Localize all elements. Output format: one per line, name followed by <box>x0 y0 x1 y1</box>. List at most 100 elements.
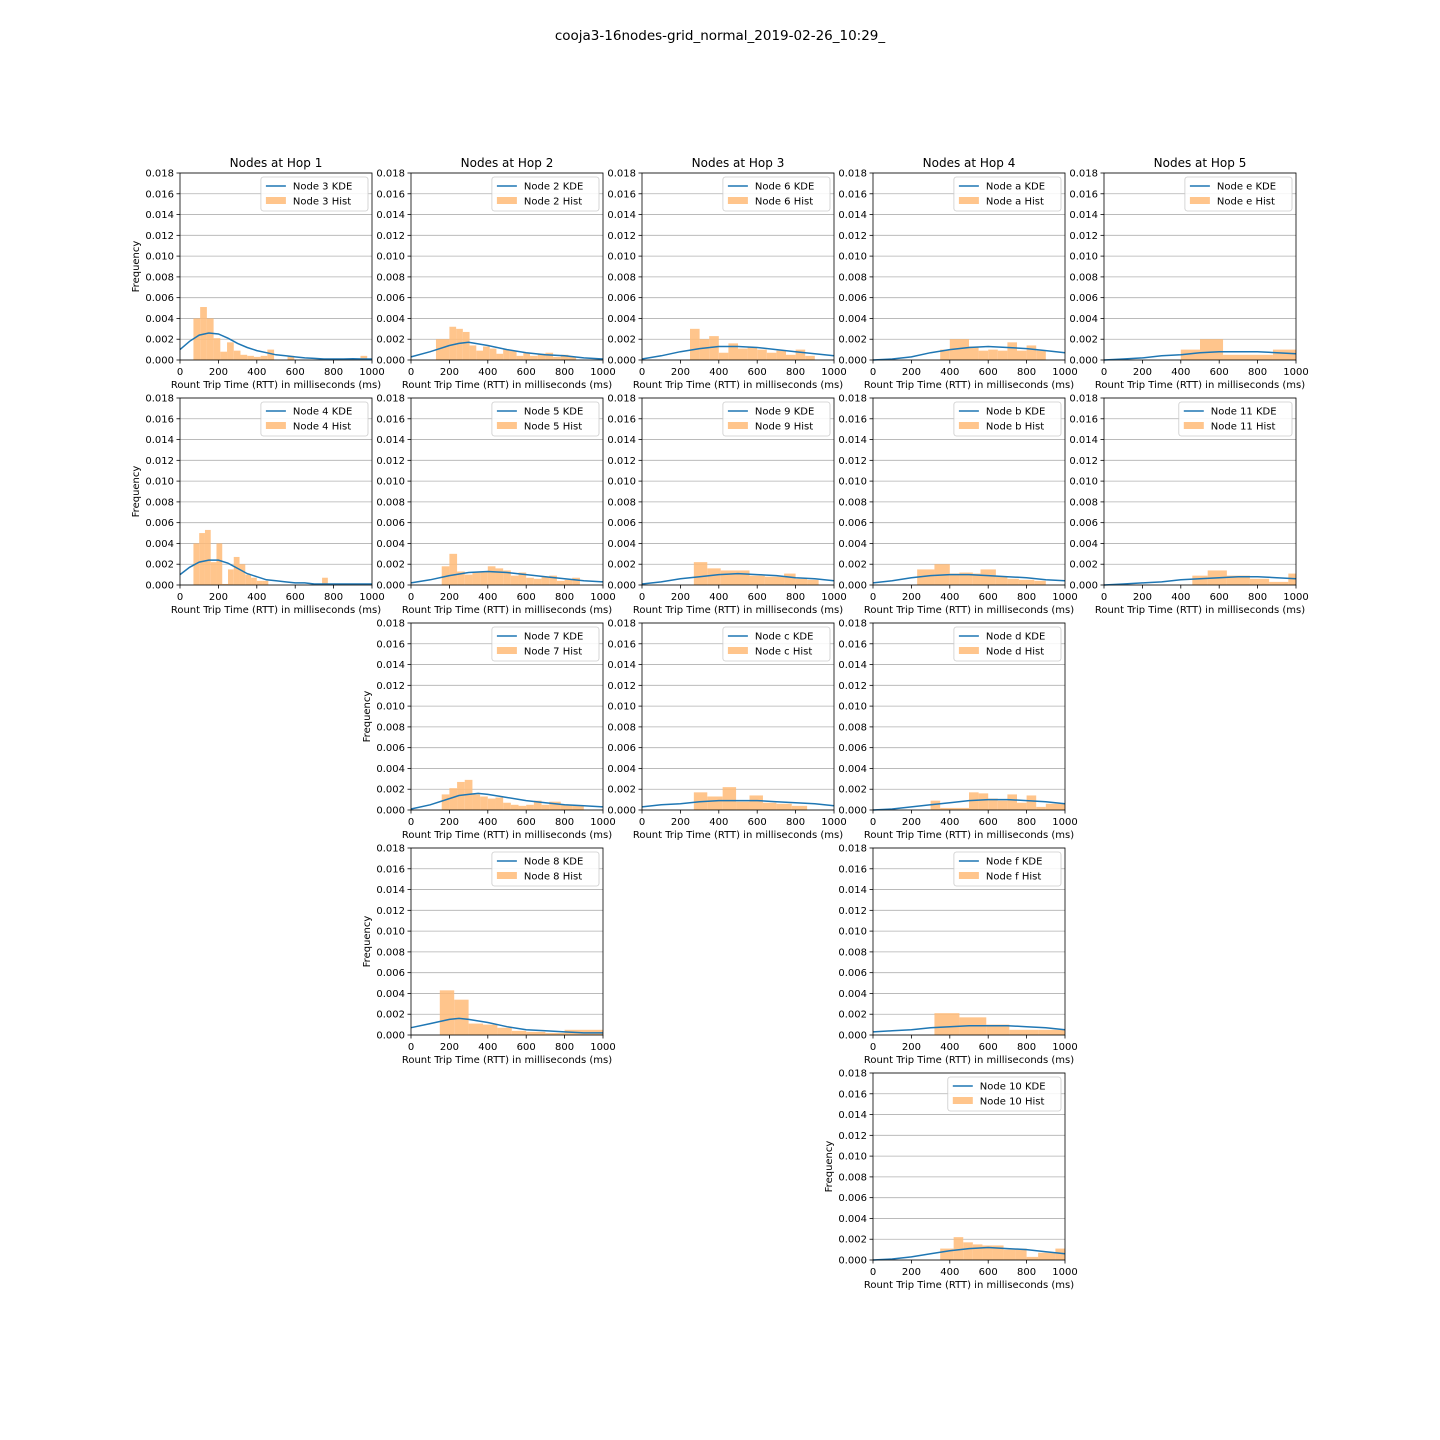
kde-line <box>410 570 604 584</box>
hist-bar <box>245 574 252 585</box>
x-tick-label: 400 <box>478 367 497 378</box>
y-axis-label: Frequency <box>362 691 373 743</box>
y-tick-label: 0.012 <box>1069 456 1098 467</box>
y-tick-label: 0.016 <box>376 639 405 650</box>
y-tick-label: 0.006 <box>376 968 405 979</box>
y-tick-label: 0.002 <box>607 335 636 346</box>
hist-bar <box>1045 803 1065 810</box>
y-tick-label: 0.002 <box>376 335 405 346</box>
hist-bar <box>764 576 785 585</box>
y-tick-label: 0.004 <box>376 989 405 1000</box>
y-tick-label: 0.000 <box>607 356 636 367</box>
y-tick-label: 0.006 <box>838 293 867 304</box>
x-tick-label: 0 <box>639 817 645 828</box>
x-tick-label: 600 <box>748 817 767 828</box>
x-axis-label: Rount Trip Time (RTT) in milliseconds (m… <box>402 1055 612 1066</box>
x-axis-label: Rount Trip Time (RTT) in milliseconds (m… <box>402 605 612 616</box>
x-tick-label: 800 <box>1017 367 1036 378</box>
legend-hist-label: Node 4 Hist <box>293 422 351 433</box>
y-tick-label: 0.002 <box>376 785 405 796</box>
plot-frame <box>641 622 835 811</box>
x-tick-label: 400 <box>1171 367 1190 378</box>
y-tick-label: 0.004 <box>376 539 405 550</box>
hist-bar <box>749 575 765 585</box>
x-tick-label: 1000 <box>1283 367 1308 378</box>
x-tick-label: 200 <box>902 817 921 828</box>
legend-kde-label: Node f KDE <box>986 857 1043 868</box>
y-tick-label: 0.012 <box>376 231 405 242</box>
hist-bar <box>464 574 473 585</box>
y-tick-label: 0.004 <box>376 764 405 775</box>
x-tick-label: 600 <box>517 1042 536 1053</box>
y-tick-label: 0.006 <box>607 293 636 304</box>
legend-box <box>953 851 1062 887</box>
legend-box <box>260 401 369 437</box>
hist-bar <box>456 328 463 360</box>
hist-bar <box>560 804 573 810</box>
legend-box <box>953 176 1062 212</box>
subplot: 0.000 0.002 0.004 0.006 0.008 0.010 0.012 0.014… <box>838 156 1077 391</box>
legend-kde-label: Node c KDE <box>755 632 814 643</box>
x-tick-label: 400 <box>940 817 959 828</box>
legend-hist-label: Node 8 Hist <box>524 872 582 883</box>
x-tick-label: 400 <box>478 592 497 603</box>
hist-bar <box>1200 339 1224 360</box>
x-axis-label: Rount Trip Time (RTT) in milliseconds (m… <box>171 605 381 616</box>
hist-bar <box>516 355 524 360</box>
kde-line <box>410 1017 603 1034</box>
hist-bar <box>568 356 577 360</box>
hist-bar <box>533 578 542 585</box>
y-tick-label: 0.014 <box>376 210 405 221</box>
x-axis-label: Rount Trip Time (RTT) in milliseconds (m… <box>633 830 843 841</box>
hist-bar <box>795 578 808 585</box>
y-tick-label: 0.000 <box>376 806 405 817</box>
y-tick-label: 0.004 <box>838 989 867 1000</box>
x-tick-label: 200 <box>440 592 459 603</box>
hist-bar <box>1015 1248 1027 1260</box>
hist-bar <box>997 350 1008 360</box>
legend: Node 6 KDE Node 6 Hist <box>722 176 831 212</box>
subplot: 0.000 0.002 0.004 0.006 0.008 0.010 0.012 0.014… <box>824 1069 1078 1292</box>
hist-bar <box>483 1024 498 1035</box>
y-tick-label: 0.010 <box>838 702 867 713</box>
y-tick-label: 0.012 <box>838 681 867 692</box>
legend-hist-label: Node 7 Hist <box>524 647 582 658</box>
x-axis-label: Rount Trip Time (RTT) in milliseconds (m… <box>171 380 381 391</box>
hist-bar <box>807 579 819 585</box>
hist-bar <box>917 569 935 585</box>
x-tick-label: 600 <box>979 367 998 378</box>
y-tick-label: 0.016 <box>145 414 174 425</box>
x-axis-label: Rount Trip Time (RTT) in milliseconds (m… <box>864 1055 1074 1066</box>
x-tick-label: 1000 <box>821 367 846 378</box>
legend-kde-label: Node 8 KDE <box>524 857 583 868</box>
hist-bar <box>969 792 979 810</box>
x-tick-label: 0 <box>639 592 645 603</box>
subplot-title: Nodes at Hop 3 <box>692 156 785 170</box>
y-tick-label: 0.002 <box>145 335 174 346</box>
hist-bar <box>1026 1256 1039 1260</box>
x-tick-label: 200 <box>902 367 921 378</box>
hist-bar <box>997 800 1008 810</box>
y-tick-label: 0.008 <box>1069 497 1098 508</box>
kde-line <box>410 341 604 360</box>
legend-kde-label: Node 4 KDE <box>293 407 352 418</box>
legend-hist-swatch <box>496 647 517 654</box>
hist-bar <box>963 1242 973 1260</box>
hist-bar <box>707 796 723 810</box>
hist-bar <box>940 807 969 810</box>
legend-hist-label: Node 10 Hist <box>980 1097 1045 1108</box>
x-tick-label: 800 <box>555 592 574 603</box>
y-tick-label: 0.018 <box>1069 169 1098 180</box>
x-tick-label: 800 <box>555 817 574 828</box>
legend-box <box>953 626 1062 662</box>
hist-bar <box>978 350 989 360</box>
y-tick-label: 0.004 <box>1069 314 1098 325</box>
subplot: 0.000 0.002 0.004 0.006 0.008 0.010 0.012 0.014… <box>376 394 615 617</box>
y-tick-label: 0.006 <box>838 1193 867 1204</box>
legend: Node 11 KDE Node 11 Hist <box>1178 401 1293 437</box>
hist-bar <box>449 788 458 810</box>
y-tick-label: 0.010 <box>1069 477 1098 488</box>
y-tick-label: 0.016 <box>1069 189 1098 200</box>
x-tick-label: 1000 <box>821 592 846 603</box>
hist-bar <box>940 1248 954 1260</box>
